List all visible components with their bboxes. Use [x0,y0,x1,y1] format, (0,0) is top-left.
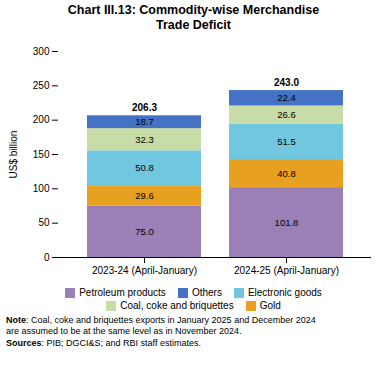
html-text:Petroleum products: Petroleum products [79,287,166,298]
svg-text:100: 100 [33,183,50,194]
svg-text:150: 150 [33,149,50,160]
html-text:Sources: PIB; DGCI&S; and RBI: Sources: PIB; DGCI&S; and RBI staff esti… [6,337,201,348]
html-text:Coal, coke and briquettes: Coal, coke and briquettes [120,300,234,311]
svg-text:50: 50 [38,217,50,228]
svg-text:243.0: 243.0 [274,77,299,88]
svg-text:40.8: 40.8 [277,168,296,179]
html-text:Gold: Gold [259,300,281,311]
svg-text:2024-25 (April-January): 2024-25 (April-January) [234,265,339,276]
svg-text:0: 0 [44,252,50,263]
svg-text:29.6: 29.6 [135,190,154,201]
svg-text:50.8: 50.8 [135,162,154,173]
svg-text:2023-24 (April-January): 2023-24 (April-January) [92,265,197,276]
svg-text:101.8: 101.8 [275,217,299,228]
svg-text:22.4: 22.4 [277,92,296,103]
html-text:Note: Coal, coke and briquette: Note: Coal, coke and briquettes exports … [6,315,316,337]
svg-text:300: 300 [33,46,50,57]
svg-text:26.6: 26.6 [277,109,296,120]
svg-text:32.3: 32.3 [135,134,154,145]
html-text:Chart III.13: Commodity-wise M: Chart III.13: Commodity-wise Merchandise… [67,3,320,32]
svg-text:206.3: 206.3 [132,102,157,113]
html-text:Others: Others [191,287,222,298]
svg-text:75.0: 75.0 [135,226,154,237]
svg-text:US$ billion: US$ billion [8,131,19,179]
html-text:Electronic goods: Electronic goods [247,287,322,298]
svg-text:51.5: 51.5 [277,136,296,147]
svg-text:18.7: 18.7 [135,116,154,127]
svg-text:200: 200 [33,114,50,125]
svg-text:250: 250 [33,80,50,91]
